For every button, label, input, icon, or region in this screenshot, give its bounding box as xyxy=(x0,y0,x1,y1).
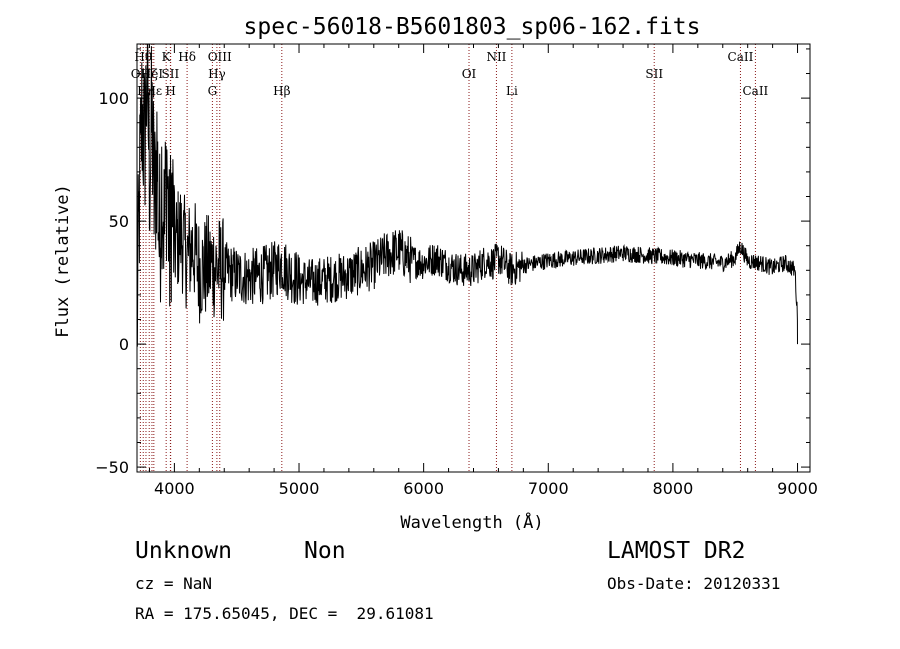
line-marker-label: Hε xyxy=(145,84,162,98)
object-subclass: Non xyxy=(304,538,346,564)
x-tick-label: 9000 xyxy=(777,479,818,498)
observation-date: Obs-Date: 20120331 xyxy=(607,574,781,593)
y-tick-label: −50 xyxy=(95,458,129,477)
line-marker-label: CaII xyxy=(728,50,754,64)
x-tick-label: 5000 xyxy=(279,479,320,498)
object-class: Unknown xyxy=(135,538,232,564)
line-marker-label: Hβ xyxy=(273,84,290,98)
redshift-value: cz = NaN xyxy=(135,574,213,593)
line-marker-label: OI xyxy=(462,67,477,81)
y-axis-label: Flux (relative) xyxy=(53,184,73,338)
line-marker-label: Li xyxy=(506,84,518,98)
line-marker-label: HeI xyxy=(141,67,164,81)
line-marker-label: CaII xyxy=(742,84,768,98)
line-marker-label: G xyxy=(208,84,218,98)
chart-title: spec-56018-B5601803_sp06-162.fits xyxy=(244,14,701,40)
x-tick-label: 8000 xyxy=(653,479,694,498)
spectrum-line xyxy=(136,43,798,347)
y-tick-label: 50 xyxy=(109,212,129,231)
coordinates: RA = 175.65045, DEC = 29.61081 xyxy=(135,604,434,623)
survey-name: LAMOST DR2 xyxy=(607,538,746,564)
line-marker-label: OIII xyxy=(208,50,232,64)
line-marker-label: NII xyxy=(486,50,506,64)
x-tick-label: 6000 xyxy=(403,479,444,498)
line-marker-label: SII xyxy=(645,67,663,81)
x-tick-label: 7000 xyxy=(528,479,569,498)
axes: 4000 5000 6000 7000 8000 9000 −50 0 50 100 xyxy=(95,44,818,498)
y-tick-label: 0 xyxy=(119,335,129,354)
line-marker-label: H xyxy=(165,84,175,98)
line-marker-label: Hγ xyxy=(208,67,226,81)
y-tick-label: 100 xyxy=(98,89,129,108)
x-axis-label: Wavelength (Å) xyxy=(400,511,543,533)
x-tick-label: 4000 xyxy=(154,479,195,498)
line-marker-label: K xyxy=(162,50,172,64)
line-marker-label: Hδ xyxy=(178,50,196,64)
